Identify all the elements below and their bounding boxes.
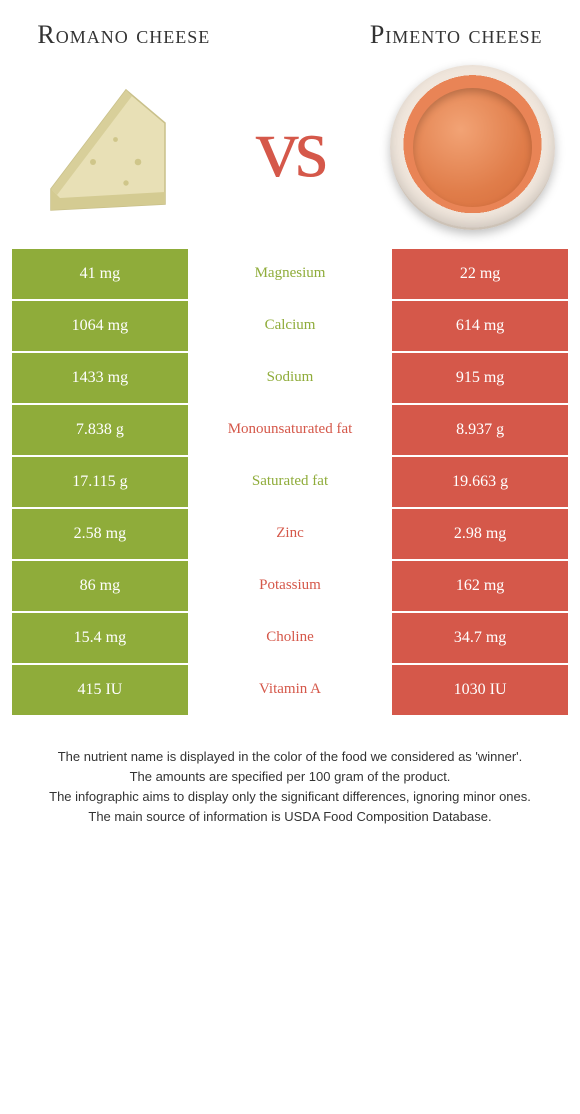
left-value: 1433 mg: [12, 353, 190, 405]
table-row: 415 IUVitamin A1030 IU: [12, 665, 568, 717]
table-row: 1433 mgSodium915 mg: [12, 353, 568, 405]
right-value: 915 mg: [390, 353, 568, 405]
header: Romano cheese Pimento cheese: [12, 20, 568, 60]
left-food-image: [20, 60, 195, 235]
table-row: 1064 mgCalcium614 mg: [12, 301, 568, 353]
vs-label: vs: [256, 97, 324, 197]
nutrient-label: Sodium: [190, 353, 390, 405]
comparison-table: 41 mgMagnesium22 mg1064 mgCalcium614 mg1…: [12, 249, 568, 717]
right-value: 614 mg: [390, 301, 568, 353]
cheese-wedge-icon: [33, 72, 183, 222]
right-value: 34.7 mg: [390, 613, 568, 665]
footer-line: The main source of information is USDA F…: [18, 807, 562, 827]
left-value: 2.58 mg: [12, 509, 190, 561]
right-value: 162 mg: [390, 561, 568, 613]
right-value: 22 mg: [390, 249, 568, 301]
nutrient-label: Saturated fat: [190, 457, 390, 509]
left-value: 17.115 g: [12, 457, 190, 509]
right-value: 2.98 mg: [390, 509, 568, 561]
table-row: 2.58 mgZinc2.98 mg: [12, 509, 568, 561]
nutrient-label: Zinc: [190, 509, 390, 561]
right-food-image: [385, 60, 560, 235]
left-value: 7.838 g: [12, 405, 190, 457]
footer-line: The amounts are specified per 100 gram o…: [18, 767, 562, 787]
right-value: 8.937 g: [390, 405, 568, 457]
left-value: 15.4 mg: [12, 613, 190, 665]
footer-notes: The nutrient name is displayed in the co…: [12, 717, 568, 828]
table-row: 41 mgMagnesium22 mg: [12, 249, 568, 301]
nutrient-label: Vitamin A: [190, 665, 390, 717]
nutrient-label: Choline: [190, 613, 390, 665]
right-value: 1030 IU: [390, 665, 568, 717]
nutrient-label: Potassium: [190, 561, 390, 613]
footer-line: The infographic aims to display only the…: [18, 787, 562, 807]
table-row: 86 mgPotassium162 mg: [12, 561, 568, 613]
images-row: vs: [12, 60, 568, 249]
table-row: 17.115 gSaturated fat19.663 g: [12, 457, 568, 509]
right-title: Pimento cheese: [354, 20, 558, 50]
infographic-container: Romano cheese Pimento cheese vs 41 mgMag…: [0, 0, 580, 847]
table-row: 7.838 gMonounsaturated fat8.937 g: [12, 405, 568, 457]
left-value: 86 mg: [12, 561, 190, 613]
left-value: 1064 mg: [12, 301, 190, 353]
left-title: Romano cheese: [22, 20, 226, 50]
right-value: 19.663 g: [390, 457, 568, 509]
nutrient-label: Calcium: [190, 301, 390, 353]
table-row: 15.4 mgCholine34.7 mg: [12, 613, 568, 665]
left-value: 415 IU: [12, 665, 190, 717]
left-value: 41 mg: [12, 249, 190, 301]
footer-line: The nutrient name is displayed in the co…: [18, 747, 562, 767]
pimento-bowl-icon: [390, 65, 555, 230]
nutrient-label: Monounsaturated fat: [190, 405, 390, 457]
nutrient-label: Magnesium: [190, 249, 390, 301]
